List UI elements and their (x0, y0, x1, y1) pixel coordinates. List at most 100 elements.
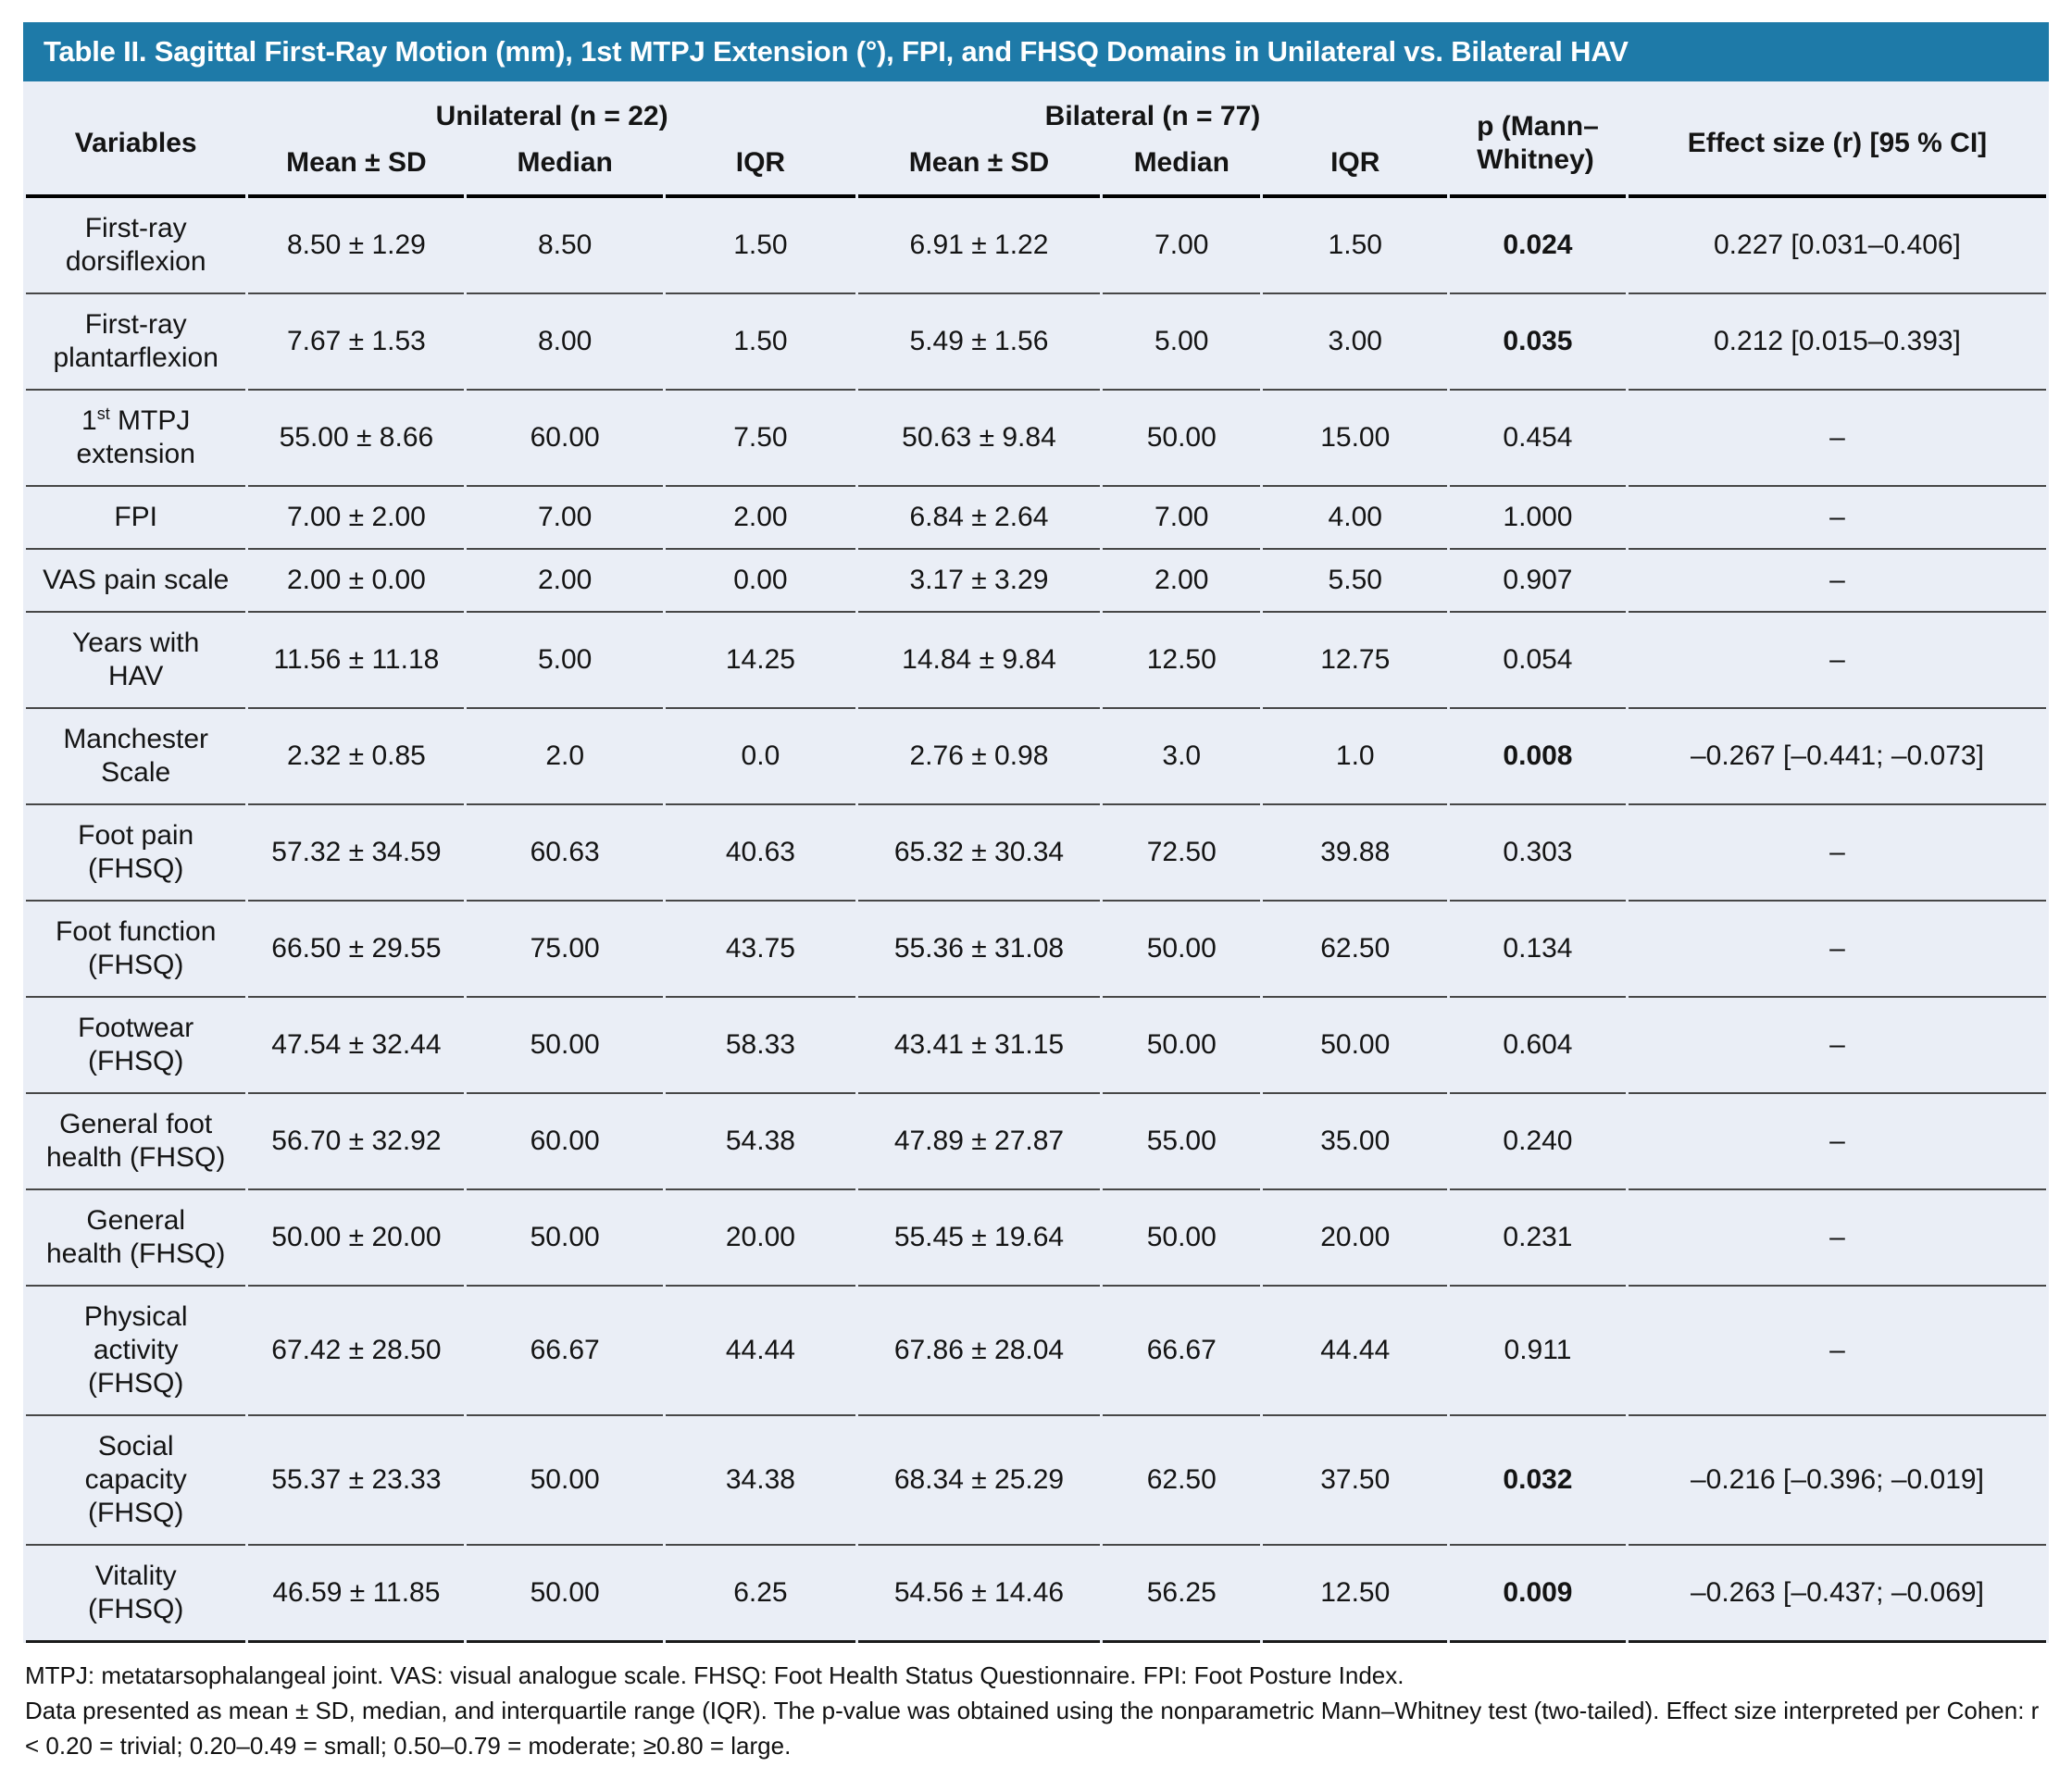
row-variable: 1st MTPJ extension (26, 391, 246, 487)
row-variable: Years with HAV (26, 613, 246, 709)
cell-uni-mean-sd: 2.00 ± 0.00 (248, 550, 465, 613)
cell-p-value: 0.303 (1450, 805, 1626, 902)
cell-bil-median: 3.0 (1103, 709, 1261, 805)
table-row: Years with HAV 11.56 ± 11.18 5.00 14.25 14.8… (26, 613, 2046, 709)
cell-bil-median: 66.67 (1103, 1287, 1261, 1416)
cell-bil-median: 12.50 (1103, 613, 1261, 709)
cell-bil-mean-sd: 50.63 ± 9.84 (857, 391, 1101, 487)
table-row: Foot pain (FHSQ) 57.32 ± 34.59 60.63 40.63 6… (26, 805, 2046, 902)
table-body: First-ray dorsiflexion 8.50 ± 1.29 8.50 1.5… (26, 198, 2046, 1643)
statistics-table: Variables Unilateral (n = 22) Bilateral … (23, 81, 2049, 1643)
cell-uni-mean-sd: 7.67 ± 1.53 (248, 294, 465, 391)
cell-p-value: 0.907 (1450, 550, 1626, 613)
cell-uni-median: 75.00 (467, 902, 663, 998)
cell-bil-median: 56.25 (1103, 1546, 1261, 1643)
table-row: Footwear (FHSQ) 47.54 ± 32.44 50.00 58.33 43… (26, 998, 2046, 1094)
cell-bil-iqr: 50.00 (1263, 998, 1448, 1094)
cell-effect-size: – (1628, 1190, 2046, 1287)
cell-uni-median: 60.00 (467, 391, 663, 487)
cell-uni-iqr: 43.75 (665, 902, 855, 998)
table-row: Vitality (FHSQ) 46.59 ± 11.85 50.00 6.25 54.… (26, 1546, 2046, 1643)
cell-bil-iqr: 1.50 (1263, 198, 1448, 294)
header-p-value: p (Mann– Whitney) (1450, 81, 1626, 198)
cell-bil-mean-sd: 14.84 ± 9.84 (857, 613, 1101, 709)
cell-uni-mean-sd: 55.37 ± 23.33 (248, 1416, 465, 1546)
row-variable: Manchester Scale (26, 709, 246, 805)
cell-uni-mean-sd: 7.00 ± 2.00 (248, 487, 465, 550)
cell-bil-iqr: 44.44 (1263, 1287, 1448, 1416)
table-row: VAS pain scale 2.00 ± 0.00 2.00 0.00 3.17 ± … (26, 550, 2046, 613)
row-variable: FPI (26, 487, 246, 550)
table-row: General health (FHSQ) 50.00 ± 20.00 50.00 2… (26, 1190, 2046, 1287)
cell-uni-median: 50.00 (467, 1190, 663, 1287)
cell-uni-mean-sd: 2.32 ± 0.85 (248, 709, 465, 805)
cell-effect-size: – (1628, 1287, 2046, 1416)
cell-uni-iqr: 14.25 (665, 613, 855, 709)
table-title: Table II. Sagittal First-Ray Motion (mm)… (23, 22, 2049, 81)
cell-uni-iqr: 6.25 (665, 1546, 855, 1643)
header-uni-mean-sd: Mean ± SD (248, 141, 465, 198)
cell-bil-iqr: 20.00 (1263, 1190, 1448, 1287)
row-variable: VAS pain scale (26, 550, 246, 613)
cell-uni-iqr: 20.00 (665, 1190, 855, 1287)
table-row: Physical activity (FHSQ) 67.42 ± 28.50 66.… (26, 1287, 2046, 1416)
cell-p-value: 0.008 (1450, 709, 1626, 805)
cell-uni-mean-sd: 47.54 ± 32.44 (248, 998, 465, 1094)
row-variable: Social capacity (FHSQ) (26, 1416, 246, 1546)
cell-p-value: 0.024 (1450, 198, 1626, 294)
cell-effect-size: – (1628, 902, 2046, 998)
cell-effect-size: – (1628, 391, 2046, 487)
cell-p-value: 0.032 (1450, 1416, 1626, 1546)
cell-effect-size: – (1628, 805, 2046, 902)
cell-bil-iqr: 62.50 (1263, 902, 1448, 998)
table-row: Social capacity (FHSQ) 55.37 ± 23.33 50.00… (26, 1416, 2046, 1546)
cell-bil-mean-sd: 6.84 ± 2.64 (857, 487, 1101, 550)
cell-uni-median: 50.00 (467, 1416, 663, 1546)
header-variables: Variables (26, 81, 246, 198)
row-variable: General health (FHSQ) (26, 1190, 246, 1287)
cell-uni-mean-sd: 8.50 ± 1.29 (248, 198, 465, 294)
cell-bil-median: 72.50 (1103, 805, 1261, 902)
cell-uni-mean-sd: 67.42 ± 28.50 (248, 1287, 465, 1416)
row-variable: General foot health (FHSQ) (26, 1094, 246, 1190)
cell-bil-median: 2.00 (1103, 550, 1261, 613)
cell-uni-mean-sd: 56.70 ± 32.92 (248, 1094, 465, 1190)
table-header: Variables Unilateral (n = 22) Bilateral … (26, 81, 2046, 198)
cell-effect-size: – (1628, 487, 2046, 550)
cell-bil-median: 5.00 (1103, 294, 1261, 391)
cell-uni-iqr: 7.50 (665, 391, 855, 487)
cell-uni-median: 8.50 (467, 198, 663, 294)
row-variable: Physical activity (FHSQ) (26, 1287, 246, 1416)
footnote-abbreviations: MTPJ: metatarsophalangeal joint. VAS: vi… (25, 1661, 1404, 1689)
cell-uni-median: 60.00 (467, 1094, 663, 1190)
cell-bil-mean-sd: 2.76 ± 0.98 (857, 709, 1101, 805)
cell-uni-iqr: 2.00 (665, 487, 855, 550)
cell-uni-mean-sd: 66.50 ± 29.55 (248, 902, 465, 998)
cell-effect-size: 0.227 [0.031–0.406] (1628, 198, 2046, 294)
cell-bil-iqr: 12.75 (1263, 613, 1448, 709)
row-variable: Foot function (FHSQ) (26, 902, 246, 998)
cell-bil-median: 50.00 (1103, 998, 1261, 1094)
cell-bil-median: 7.00 (1103, 198, 1261, 294)
cell-p-value: 0.054 (1450, 613, 1626, 709)
cell-bil-iqr: 5.50 (1263, 550, 1448, 613)
cell-bil-iqr: 12.50 (1263, 1546, 1448, 1643)
cell-bil-iqr: 15.00 (1263, 391, 1448, 487)
header-p-value-label: p (Mann– Whitney) (1477, 111, 1599, 175)
cell-uni-iqr: 1.50 (665, 198, 855, 294)
cell-bil-iqr: 35.00 (1263, 1094, 1448, 1190)
cell-uni-mean-sd: 55.00 ± 8.66 (248, 391, 465, 487)
cell-uni-median: 2.00 (467, 550, 663, 613)
cell-effect-size: –0.263 [–0.437; –0.069] (1628, 1546, 2046, 1643)
row-variable: First-ray dorsiflexion (26, 198, 246, 294)
cell-bil-iqr: 3.00 (1263, 294, 1448, 391)
cell-uni-median: 2.0 (467, 709, 663, 805)
cell-bil-mean-sd: 43.41 ± 31.15 (857, 998, 1101, 1094)
cell-bil-iqr: 37.50 (1263, 1416, 1448, 1546)
cell-uni-mean-sd: 50.00 ± 20.00 (248, 1190, 465, 1287)
table-row: Manchester Scale 2.32 ± 0.85 2.0 0.0 2.76 ± … (26, 709, 2046, 805)
cell-bil-median: 55.00 (1103, 1094, 1261, 1190)
cell-bil-median: 62.50 (1103, 1416, 1261, 1546)
cell-p-value: 1.000 (1450, 487, 1626, 550)
